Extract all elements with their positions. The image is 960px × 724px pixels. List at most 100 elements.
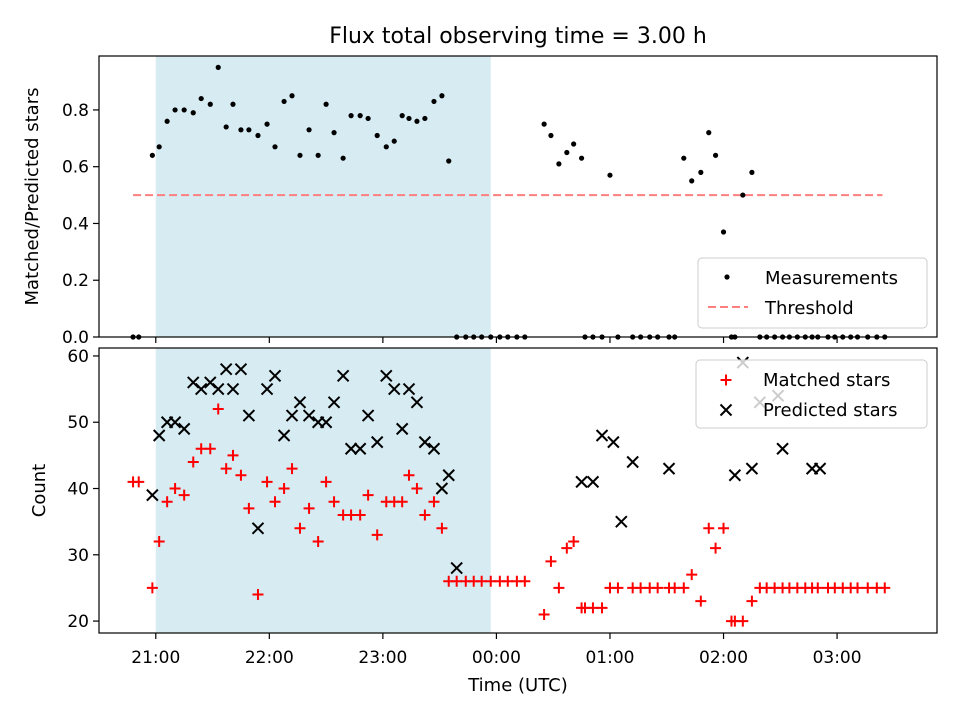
matched-star-point <box>396 496 408 508</box>
measurement-point <box>681 155 687 161</box>
predicted-star-point <box>776 442 789 455</box>
predicted-star-point <box>607 435 620 449</box>
predicted-star-point <box>168 416 182 429</box>
matched-star-point <box>178 489 190 501</box>
measurement-point <box>215 64 221 70</box>
measurement-point <box>564 149 570 156</box>
predicted-star-point <box>234 363 248 376</box>
measurement-point <box>156 144 162 150</box>
x-tick-label: 22:00 <box>245 648 294 668</box>
predicted-star-point <box>662 462 676 475</box>
matched-star-point <box>411 483 423 495</box>
measurement-point <box>414 118 420 124</box>
predicted-star-point <box>402 382 416 396</box>
x-tick-label: 02:00 <box>699 648 748 668</box>
matched-star-point <box>612 582 624 594</box>
x-axis-label: Time (UTC) <box>467 675 568 696</box>
matched-stars-points <box>127 403 891 627</box>
measurement-point <box>198 95 204 102</box>
measurement-point <box>556 161 562 167</box>
y-ticks-top: 0.0 0.2 0.4 0.6 0.8 <box>62 101 99 348</box>
legend-bottom: Matched stars Predicted stars <box>695 359 928 429</box>
predicted-star-point <box>595 429 609 442</box>
predicted-star-point <box>395 422 409 436</box>
matched-star-point <box>678 582 690 594</box>
y-tick-label: 0.8 <box>62 101 89 121</box>
predicted-star-point <box>380 369 393 383</box>
x-tick-label: 21:00 <box>131 648 180 668</box>
y-tick-label: 0.6 <box>62 158 89 178</box>
predicted-star-point <box>353 442 367 455</box>
legend-top: Measurements Threshold <box>697 257 928 329</box>
matched-star-point <box>252 589 264 601</box>
matched-star-point <box>737 615 749 627</box>
measurement-point <box>399 113 405 119</box>
matched-star-point <box>269 496 281 508</box>
predicted-star-point <box>219 363 233 376</box>
measurement-point <box>272 144 278 150</box>
predicted-star-point <box>319 416 333 429</box>
predicted-stars-points <box>146 356 827 575</box>
measurement-point <box>422 115 428 122</box>
matched-star-point <box>686 569 698 581</box>
matched-star-point <box>243 502 255 514</box>
measurement-point <box>289 93 295 99</box>
predicted-star-point <box>194 382 208 396</box>
x-tick-label: 23:00 <box>358 648 407 668</box>
legend-box <box>697 257 928 329</box>
predicted-star-point <box>226 382 240 396</box>
measurement-point <box>357 113 363 119</box>
measurement-point <box>164 118 170 124</box>
measurement-point <box>541 121 547 127</box>
matched-star-point <box>718 522 730 534</box>
matched-star-point <box>746 595 758 607</box>
measurement-point <box>571 141 577 147</box>
measurement-point <box>149 152 155 158</box>
matched-star-point <box>227 449 239 461</box>
y-tick-label: 30 <box>67 546 89 566</box>
predicted-star-point <box>370 435 384 449</box>
matched-star-point <box>146 582 158 594</box>
measurement-point <box>446 158 452 164</box>
observing-span-top <box>155 56 491 337</box>
predicted-star-point <box>327 396 341 409</box>
matched-star-point <box>235 469 247 481</box>
axes-frame-bottom <box>98 347 938 634</box>
matched-star-point <box>553 582 565 594</box>
legend-box <box>695 359 928 429</box>
measurement-point <box>223 124 229 130</box>
y-tick-label: 60 <box>67 347 89 367</box>
matched-star-point <box>436 522 448 534</box>
measurement-point <box>172 107 178 113</box>
matched-star-point <box>312 536 324 548</box>
predicted-star-point <box>435 482 449 495</box>
matched-star-point <box>161 496 173 508</box>
measurement-point <box>749 169 755 175</box>
x-tick-label: 01:00 <box>585 648 634 668</box>
matched-star-point <box>428 496 440 508</box>
y-axis-label-top: Matched/Predicted stars <box>22 88 43 306</box>
matched-star-point <box>220 463 232 475</box>
chart-title: Flux total observing time = 3.00 h <box>329 24 707 49</box>
x-tick-label: 03:00 <box>813 648 862 668</box>
measurement-point <box>323 101 329 107</box>
x-tick-label: 00:00 <box>472 648 521 668</box>
predicted-star-point <box>427 442 441 455</box>
predicted-star-point <box>336 369 350 383</box>
matched-star-point <box>596 602 608 614</box>
measurement-point <box>374 132 380 139</box>
measurement-point <box>706 130 712 136</box>
legend-marker-matched <box>720 374 732 386</box>
predicted-star-point <box>268 369 282 383</box>
measurement-point <box>689 178 695 184</box>
legend-marker-measurements <box>724 274 730 280</box>
panel-counts: 20 30 40 50 60 21:00 22:00 23:00 00:00 01:00 02:0… <box>29 347 938 696</box>
legend-marker-predicted <box>719 403 733 417</box>
predicted-star-point <box>450 561 463 575</box>
matched-star-point <box>695 595 707 607</box>
matched-star-point <box>879 582 891 594</box>
y-tick-label: 20 <box>67 612 89 632</box>
measurement-point <box>720 229 727 235</box>
predicted-star-point <box>586 475 600 489</box>
matched-star-point <box>561 542 573 554</box>
